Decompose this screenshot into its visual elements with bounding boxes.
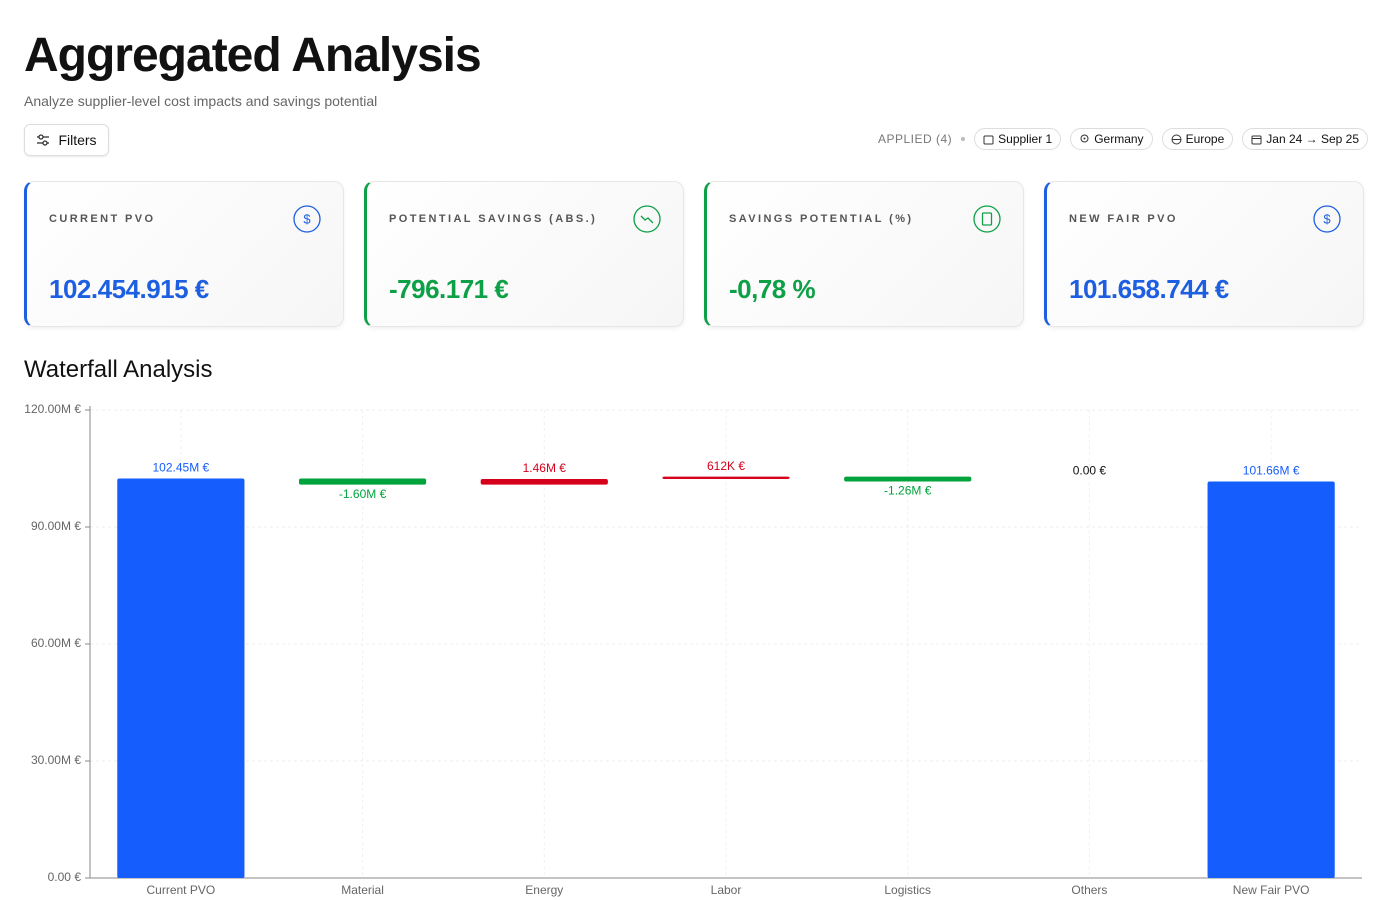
kpi-icon: $	[293, 205, 321, 233]
value-label: 101.66M €	[1243, 464, 1300, 478]
filter-chip[interactable]: Jan 24 → Sep 25	[1242, 128, 1368, 150]
y-tick-label: 90.00M €	[31, 519, 81, 533]
chart-title: Waterfall Analysis	[24, 356, 213, 383]
y-tick-label: 120.00M €	[24, 402, 81, 416]
kpi-card: POTENTIAL SAVINGS (ABS.) -796.171 €	[364, 181, 684, 327]
applied-count: APPLIED (4)	[877, 132, 953, 146]
kpi-value: -796.171 €	[389, 274, 509, 304]
waterfall-chart: 0.00 € 30.00M € 60.00M € 90.00M € 120.00M € 1…	[24, 402, 1362, 897]
applied-filters: APPLIED (4) Supplier 1 Germany Europe Ja…	[878, 128, 1368, 150]
x-tick-label: Material	[341, 883, 384, 897]
subtitle: Analyze supplier-level cost impacts and …	[24, 93, 378, 109]
icon	[1080, 134, 1089, 142]
filter-chip[interactable]: Supplier 1	[974, 128, 1062, 150]
bar	[844, 476, 972, 482]
filter-icon	[37, 134, 50, 146]
kpi-card: NEW FAIR PVO $ 101.658.744 €	[1044, 181, 1364, 327]
filter-chip[interactable]: Europe	[1161, 128, 1234, 150]
kpi-value: 102.454.915 €	[49, 274, 209, 304]
chip-label: Supplier 1	[998, 132, 1053, 146]
filters-label: Filters	[58, 132, 97, 148]
x-tick-label: Logistics	[884, 883, 931, 897]
x-tick-label: Labor	[711, 883, 742, 897]
value-label: 612K €	[707, 459, 745, 473]
kpi-label: CURRENT PVO	[49, 213, 156, 225]
kpi-icon	[633, 205, 661, 233]
value-label: 0.00 €	[1073, 464, 1107, 478]
kpi-label: SAVINGS POTENTIAL (%)	[729, 213, 914, 225]
x-tick-label: Energy	[525, 883, 563, 897]
value-label: 102.45M €	[152, 461, 209, 475]
bar	[480, 478, 608, 485]
icon	[1171, 134, 1182, 144]
y-tick-label: 0.00 €	[48, 870, 82, 884]
svg-text:$: $	[1323, 211, 1331, 226]
value-label: -1.60M €	[339, 487, 387, 501]
icon	[1251, 135, 1262, 144]
value-label: 1.46M €	[523, 461, 567, 475]
bar	[117, 478, 245, 878]
chip-label: Germany	[1094, 132, 1144, 146]
y-tick-label: 30.00M €	[31, 753, 81, 767]
filter-chip[interactable]: Germany	[1070, 128, 1153, 150]
kpi-card: SAVINGS POTENTIAL (%) -0,78 %	[704, 181, 1024, 327]
x-tick-label: Others	[1071, 883, 1107, 897]
bar	[1207, 481, 1335, 878]
kpi-icon	[973, 205, 1001, 233]
y-tick-label: 60.00M €	[31, 636, 81, 650]
filters-button[interactable]: Filters	[24, 124, 109, 156]
kpi-value: -0,78 %	[729, 274, 816, 304]
bar	[662, 476, 790, 479]
separator	[961, 137, 966, 141]
bar	[298, 478, 427, 485]
chip-label: Jan 24 → Sep 25	[1266, 132, 1359, 146]
svg-text:$: $	[303, 211, 311, 226]
kpi-label: POTENTIAL SAVINGS (ABS.)	[389, 213, 598, 225]
kpi-card: CURRENT PVO $ 102.454.915 €	[24, 181, 344, 327]
kpi-value: 101.658.744 €	[1069, 274, 1229, 304]
x-tick-label: New Fair PVO	[1233, 883, 1310, 897]
icon	[983, 135, 994, 144]
x-tick-label: Current PVO	[147, 883, 216, 897]
value-label: -1.26M €	[884, 484, 932, 498]
kpi-icon: $	[1313, 205, 1341, 233]
chip-label: Europe	[1185, 132, 1225, 146]
kpi-label: NEW FAIR PVO	[1069, 213, 1178, 225]
page-title: Aggregated Analysis	[24, 29, 482, 82]
